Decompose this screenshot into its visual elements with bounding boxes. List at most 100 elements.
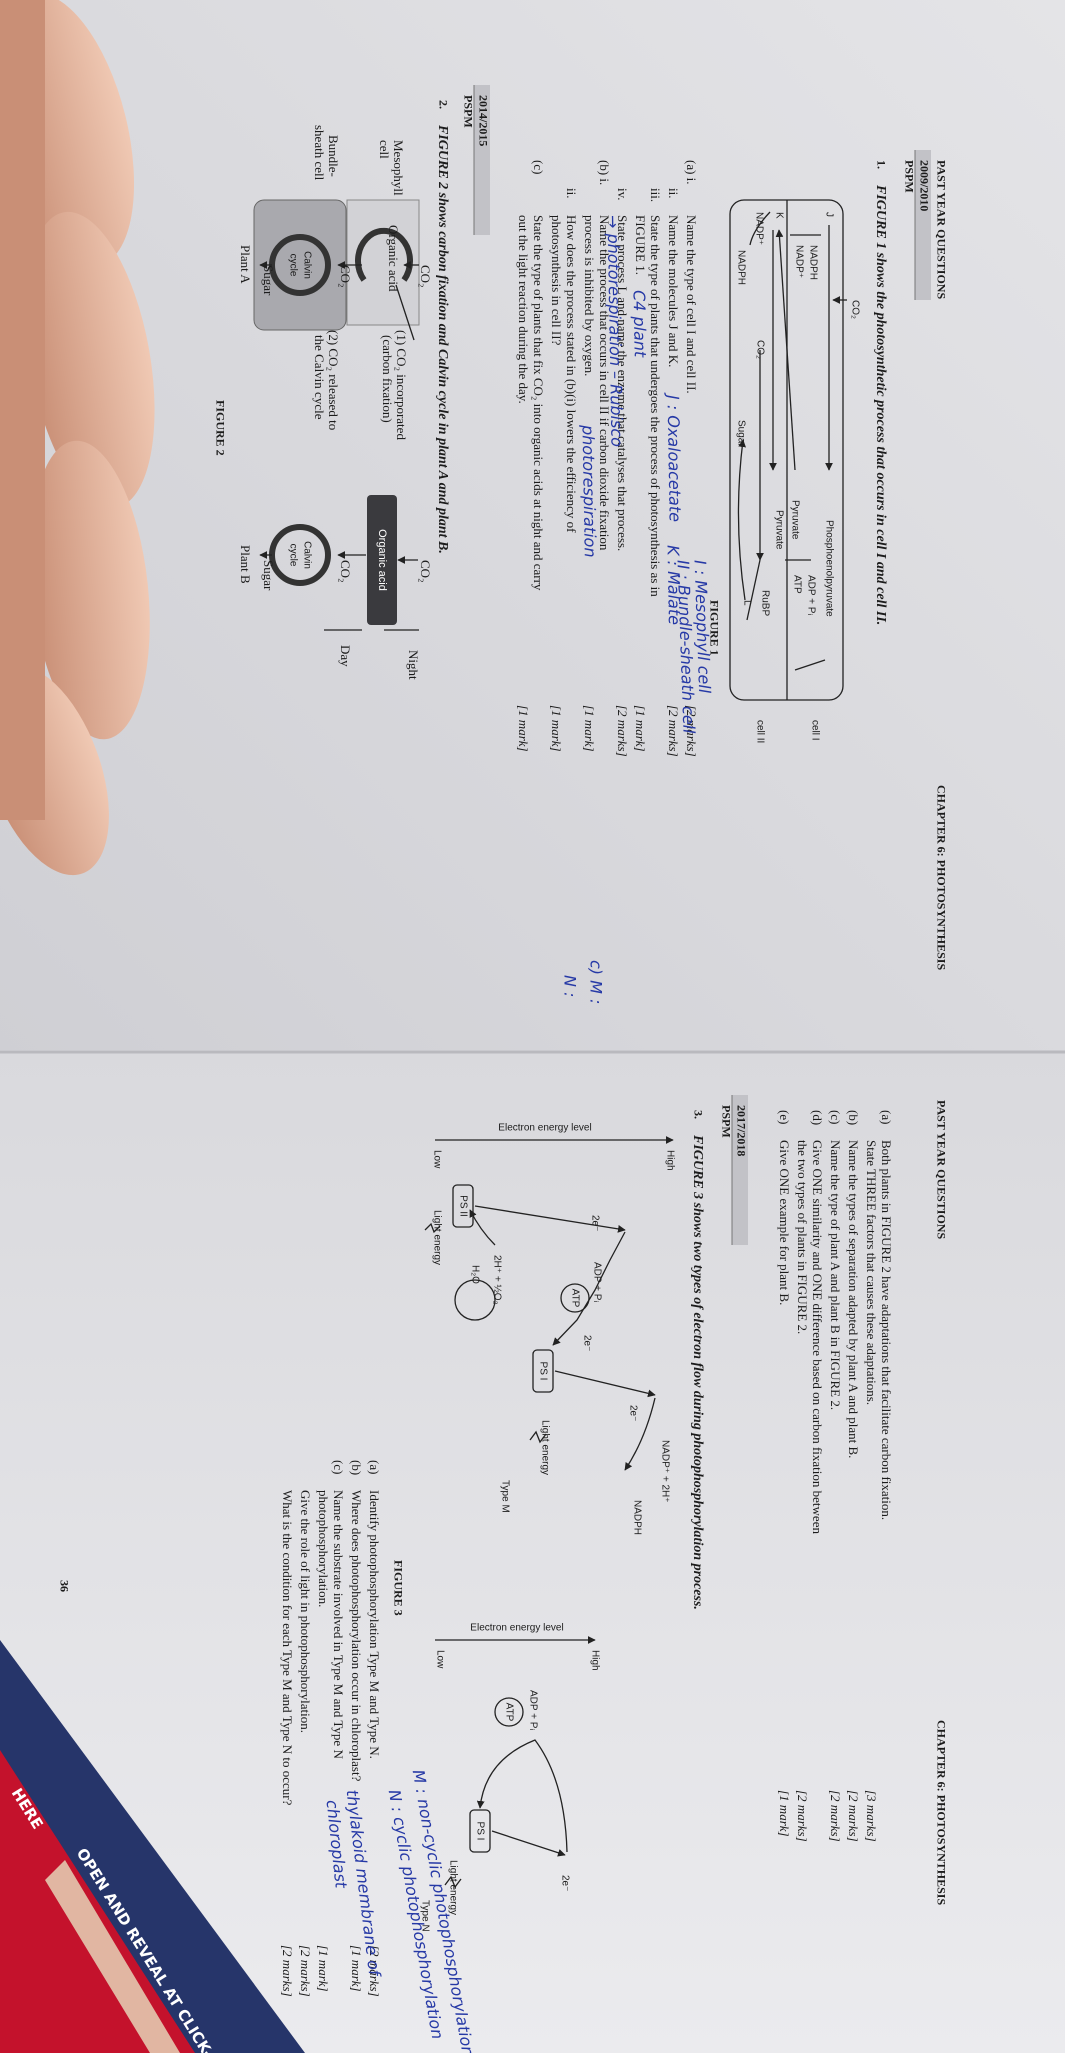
figure-label: cycle	[287, 544, 298, 567]
question-stem: FIGURE 1 shows the photosynthetic proces…	[873, 184, 888, 625]
part-text: Name the substrate involved in Type M an…	[331, 1490, 346, 1759]
part-label: (a) i.	[684, 160, 699, 185]
figure-label: CO₂	[754, 340, 765, 359]
marks: [1 mark]	[316, 1945, 331, 1992]
figure-label: High	[589, 1650, 600, 1671]
part-label: (d)	[810, 1110, 825, 1125]
question-number: 1.	[874, 160, 888, 169]
page-number: 36	[57, 1580, 71, 1592]
marks: [2 marks]	[846, 1790, 861, 1842]
chapter-head: CHAPTER 6: PHOTOSYNTHESIS	[934, 785, 948, 970]
part-label: iv.	[615, 188, 630, 201]
atp-circle	[560, 1283, 590, 1313]
part-text: State THREE factors that causes these ad…	[864, 1140, 879, 1405]
atp-circle	[494, 1697, 524, 1727]
figure-label: Plant B	[238, 545, 253, 584]
session-bar	[915, 150, 931, 300]
session: 2014/2015	[476, 95, 490, 146]
figure-label: L	[741, 600, 752, 606]
figure-label: Day	[338, 645, 353, 667]
figure-label: Calvin	[301, 541, 312, 569]
marks: [2 marks]	[615, 705, 630, 757]
running-head: PAST YEAR QUESTIONS	[934, 1100, 948, 1239]
marks: [2 marks]	[666, 705, 681, 757]
part-text: FIGURE 1.	[633, 215, 648, 275]
part-label: (c)	[531, 160, 546, 174]
marks: [2 marks]	[684, 705, 699, 757]
figure-label: 2e⁻	[581, 1335, 592, 1351]
ps-ellipse	[454, 1279, 496, 1321]
figure-label: Pyruvate	[789, 500, 800, 540]
marks: [1 mark]	[582, 705, 597, 752]
finger	[25, 211, 155, 509]
arrow	[476, 1739, 568, 1853]
palm	[0, 0, 45, 820]
session-bar	[732, 1095, 748, 1245]
figure-label: NADP⁺	[753, 212, 764, 245]
arrow	[554, 1370, 656, 1398]
figure-label: CO₂	[338, 560, 353, 583]
part-text: Name the molecules J and K.	[666, 215, 681, 367]
part-text: Name the process that occurs in cell II …	[597, 215, 612, 551]
figure-label: Plant A	[238, 245, 253, 284]
figure-label: K	[773, 212, 784, 219]
figure-label: Organic acid	[376, 529, 388, 591]
arrow	[474, 1205, 626, 1233]
part-text: photosynthesis in cell II?	[549, 215, 564, 346]
handwritten-note: → photorespiration – Rubisco	[604, 215, 627, 447]
arrow	[491, 1830, 566, 1857]
handwritten-note: c) M :	[587, 960, 606, 1004]
part-label: iii.	[648, 188, 663, 202]
marks: [2 marks]	[367, 1945, 382, 1997]
figure-label: the Calvin cycle	[312, 335, 327, 420]
part-label: ii.	[564, 188, 579, 198]
handwritten-note: J : Oxaloacetate	[663, 392, 684, 522]
session-bar	[474, 85, 490, 235]
figure-label: CO₂	[338, 265, 353, 288]
part-text: Name the type of cell I and cell II.	[684, 215, 699, 394]
arrow	[529, 1430, 547, 1444]
question-stem: FIGURE 2 shows carbon fixation and Calvi…	[435, 124, 450, 554]
mesophyll-cell	[346, 199, 420, 326]
figure-label: ATP	[503, 1703, 514, 1722]
figure-label: Sugar	[261, 560, 276, 591]
figure-label: sheath cell	[312, 125, 327, 181]
part-label: (c)	[331, 1460, 346, 1474]
question-number: 3.	[691, 1110, 705, 1119]
arrow	[737, 439, 747, 601]
figure-label: PS II	[457, 1195, 468, 1217]
marks: [2 marks]	[795, 1790, 810, 1842]
part-text: Give ONE example for plant B.	[777, 1140, 792, 1305]
arrow	[746, 559, 761, 621]
arrow	[552, 1231, 626, 1346]
figure-label: 2e⁻	[559, 1875, 570, 1891]
figure-label: NADP⁺ + 2H⁺	[659, 1440, 670, 1503]
marks: [1 mark]	[349, 1945, 364, 1992]
part-text: State the type of plants that fix CO₂ in…	[531, 215, 546, 591]
arrow	[794, 659, 826, 671]
figure-label: Pyruvate	[773, 510, 784, 550]
part-label: (e)	[777, 1110, 792, 1124]
figure-label: PS I	[537, 1362, 548, 1381]
finger	[30, 440, 150, 740]
part-text: out the light reaction during the day.	[516, 215, 531, 404]
marks: [1 mark]	[633, 705, 648, 752]
figure-label: Sugar	[735, 420, 746, 447]
figure-label: Low	[434, 1650, 445, 1669]
figure-label: ADP + Pᵢ	[591, 1262, 602, 1302]
figure-label: H₂O	[469, 1265, 480, 1284]
part-text: What is the condition for each Type M an…	[280, 1490, 295, 1806]
figure-label: NADP⁺	[793, 245, 804, 278]
marks: [3 marks]	[864, 1790, 879, 1842]
figure-label: cell I	[809, 720, 820, 741]
marks: [1 mark]	[549, 705, 564, 752]
part-text: Give ONE similarity and ONE difference b…	[810, 1140, 825, 1534]
figure-label: NADPH	[735, 250, 746, 285]
part-text: State the type of plants that undergoes …	[648, 215, 663, 597]
figure-label: High	[664, 1150, 675, 1171]
marks: [1 mark]	[516, 705, 531, 752]
part-text: How does the process stated in (b)(i) lo…	[564, 215, 579, 533]
